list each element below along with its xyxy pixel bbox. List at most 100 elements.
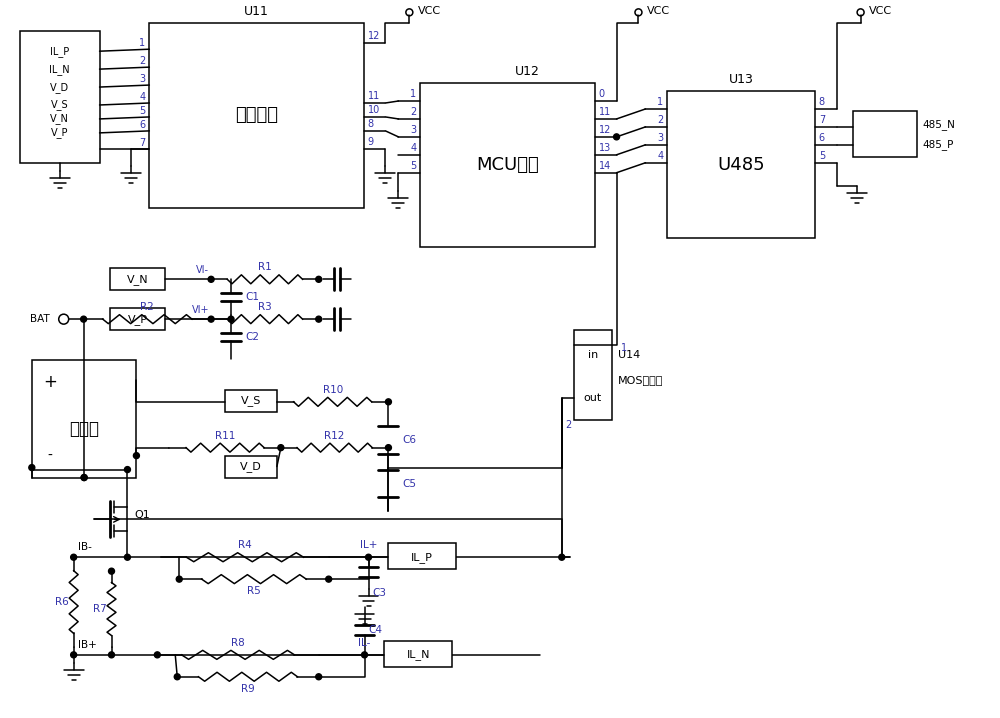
- Text: IL_P: IL_P: [411, 551, 433, 563]
- Text: IL-: IL-: [358, 638, 371, 648]
- Text: 7: 7: [819, 115, 825, 125]
- Text: 电池组: 电池组: [69, 420, 99, 438]
- Bar: [20, 32, 100, 163]
- Circle shape: [316, 276, 322, 282]
- Text: 4: 4: [657, 151, 663, 161]
- Circle shape: [133, 452, 139, 459]
- Text: VCC: VCC: [646, 6, 670, 17]
- Circle shape: [559, 554, 565, 560]
- Text: U485: U485: [717, 156, 765, 174]
- Text: R1: R1: [258, 262, 272, 272]
- Bar: [225, 390, 277, 412]
- Bar: [574, 330, 612, 420]
- Text: V_N: V_N: [127, 274, 148, 285]
- Circle shape: [366, 554, 371, 560]
- Text: 0: 0: [599, 89, 605, 99]
- Text: R7: R7: [93, 604, 106, 614]
- Circle shape: [124, 467, 130, 472]
- Bar: [110, 269, 165, 290]
- Text: 12: 12: [368, 32, 380, 41]
- Text: V_N: V_N: [50, 113, 69, 124]
- Text: C3: C3: [372, 588, 386, 598]
- Text: V_S: V_S: [241, 396, 261, 406]
- Circle shape: [228, 316, 234, 322]
- Text: 8: 8: [819, 97, 825, 107]
- Text: 10: 10: [368, 105, 380, 115]
- Text: in: in: [588, 350, 598, 360]
- Circle shape: [154, 652, 160, 658]
- Text: 6: 6: [819, 133, 825, 143]
- Text: -: -: [47, 449, 52, 462]
- Bar: [225, 456, 277, 477]
- Text: MCU模块: MCU模块: [476, 157, 539, 174]
- Circle shape: [29, 465, 35, 470]
- Text: +: +: [43, 373, 57, 391]
- Bar: [667, 91, 815, 238]
- Text: C2: C2: [245, 332, 259, 342]
- Text: 485_P: 485_P: [922, 139, 954, 150]
- Text: IB+: IB+: [78, 640, 96, 650]
- Circle shape: [208, 276, 214, 282]
- Text: 6: 6: [139, 120, 145, 130]
- Circle shape: [385, 444, 391, 451]
- Text: 3: 3: [410, 125, 416, 135]
- Text: C6: C6: [402, 434, 416, 444]
- Circle shape: [124, 554, 130, 560]
- Circle shape: [208, 316, 214, 322]
- Text: C5: C5: [402, 478, 416, 488]
- Circle shape: [81, 316, 87, 322]
- Text: R5: R5: [247, 586, 261, 596]
- Text: 1: 1: [657, 97, 663, 107]
- Text: 5: 5: [819, 151, 825, 161]
- Text: U14: U14: [618, 350, 640, 360]
- Text: 2: 2: [566, 420, 572, 430]
- Text: 4: 4: [139, 92, 145, 102]
- Circle shape: [326, 576, 332, 582]
- Text: 2: 2: [657, 115, 663, 125]
- Text: VCC: VCC: [869, 6, 892, 17]
- Text: IL+: IL+: [360, 540, 377, 550]
- Text: U12: U12: [515, 65, 540, 78]
- Text: 9: 9: [368, 137, 374, 147]
- Text: IL_N: IL_N: [407, 649, 430, 661]
- Text: V_P: V_P: [51, 127, 68, 139]
- Text: BAT: BAT: [30, 314, 50, 324]
- Circle shape: [71, 652, 77, 658]
- Circle shape: [81, 475, 87, 480]
- Text: 2: 2: [410, 107, 416, 117]
- Text: VI+: VI+: [192, 305, 209, 315]
- Text: C4: C4: [369, 625, 383, 635]
- Text: 5: 5: [410, 161, 416, 171]
- Bar: [853, 111, 917, 157]
- Text: V_P: V_P: [127, 314, 147, 325]
- Circle shape: [362, 652, 368, 658]
- Text: IL_N: IL_N: [49, 64, 70, 75]
- Text: R10: R10: [323, 385, 343, 395]
- Bar: [420, 83, 595, 248]
- Bar: [32, 360, 136, 477]
- Bar: [149, 23, 364, 208]
- Bar: [388, 544, 456, 569]
- Circle shape: [385, 398, 391, 405]
- Text: 12: 12: [599, 125, 611, 135]
- Circle shape: [81, 475, 87, 480]
- Text: V_D: V_D: [240, 461, 262, 472]
- Circle shape: [174, 673, 180, 680]
- Text: 3: 3: [139, 74, 145, 84]
- Text: R9: R9: [241, 684, 255, 694]
- Text: R2: R2: [140, 302, 154, 312]
- Text: V_S: V_S: [51, 100, 69, 111]
- Text: 8: 8: [368, 119, 374, 129]
- Text: R12: R12: [324, 431, 345, 441]
- Text: 485_N: 485_N: [922, 119, 955, 131]
- Circle shape: [109, 652, 114, 658]
- Text: 计量模块: 计量模块: [235, 106, 278, 124]
- Text: MOS管驱动: MOS管驱动: [618, 375, 663, 385]
- Text: 2: 2: [139, 56, 145, 66]
- Circle shape: [316, 316, 322, 322]
- Circle shape: [614, 134, 620, 140]
- Text: 14: 14: [599, 161, 611, 171]
- Text: IB-: IB-: [78, 542, 92, 552]
- Text: 1: 1: [139, 38, 145, 48]
- Circle shape: [316, 673, 322, 680]
